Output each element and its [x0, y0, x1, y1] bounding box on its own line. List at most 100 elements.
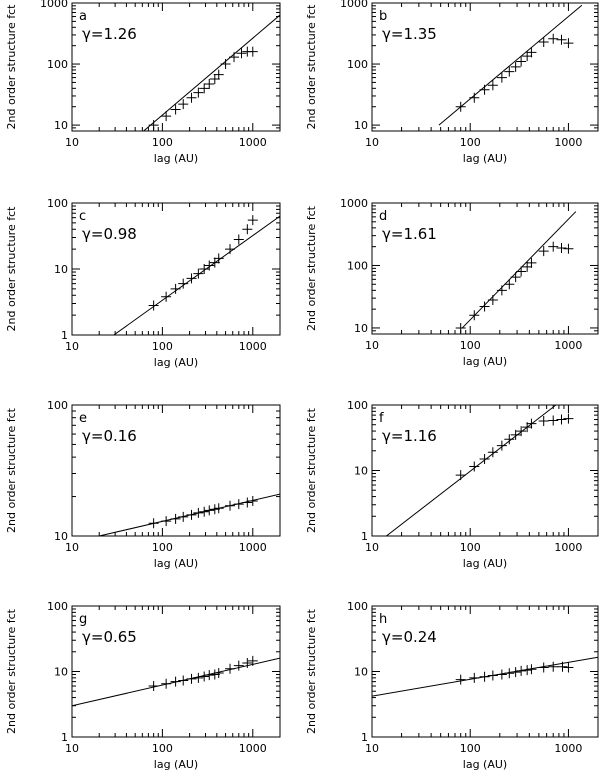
data-point — [510, 429, 521, 440]
x-axis-title: lag (AU) — [154, 557, 198, 570]
data-point — [516, 56, 527, 67]
data-point — [526, 257, 537, 268]
x-tick-label: 10 — [65, 340, 79, 353]
data-point — [563, 38, 574, 49]
x-tick-label: 10 — [365, 339, 379, 352]
fit-line — [143, 14, 280, 131]
data-point — [504, 66, 515, 77]
y-tick-label: 10 — [354, 119, 368, 132]
y-tick-label: 1 — [61, 731, 68, 744]
x-axis-ticks — [71, 3, 281, 131]
y-tick-label: 10 — [54, 666, 68, 679]
data-points — [455, 241, 574, 333]
data-point — [455, 322, 466, 333]
panel-letter: c — [79, 209, 86, 224]
x-axis-ticks — [371, 606, 599, 737]
x-tick-label: 100 — [460, 136, 481, 149]
panel-letter: d — [379, 209, 387, 224]
data-point — [213, 667, 224, 678]
data-point — [161, 678, 172, 689]
x-tick-label: 10 — [65, 541, 79, 554]
y-axis-title: 2nd order structure fct — [305, 205, 318, 331]
panel-b: 10 100 1000 10 100 1000 lag (AU) 2nd order stru… — [305, 0, 599, 165]
y-tick-label: 100 — [47, 58, 68, 71]
data-point — [469, 92, 480, 103]
data-point — [186, 673, 197, 684]
data-point — [199, 671, 210, 682]
fit-line — [113, 215, 280, 335]
data-point — [233, 660, 244, 671]
data-point — [209, 669, 220, 680]
y-tick-label: 10 — [54, 119, 68, 132]
x-tick-label: 100 — [152, 136, 173, 149]
data-point — [170, 676, 181, 687]
data-point — [199, 83, 210, 94]
y-tick-label: 1000 — [340, 197, 368, 210]
plot-frame — [371, 2, 599, 132]
data-point — [186, 509, 197, 520]
data-point — [247, 496, 258, 507]
data-point — [247, 46, 258, 57]
y-axis-ticks — [72, 404, 280, 537]
panel-d: 10 100 1000 10 100 1000 lag (AU) 2nd order stru… — [305, 197, 599, 368]
data-point — [538, 415, 549, 426]
gamma-annotation: γ=0.24 — [382, 628, 437, 646]
data-point — [455, 470, 466, 481]
y-axis-ticks — [372, 2, 598, 132]
data-point — [233, 499, 244, 510]
data-point — [496, 669, 507, 680]
plot-frame — [371, 404, 599, 537]
x-axis-title: lag (AU) — [463, 355, 507, 368]
x-tick-label: 10 — [65, 742, 79, 755]
data-point — [487, 670, 498, 681]
x-tick-label: 1000 — [239, 742, 267, 755]
data-point — [242, 497, 253, 508]
gamma-annotation: γ=1.16 — [382, 427, 437, 445]
plot-frame — [371, 202, 599, 335]
data-points — [148, 46, 258, 131]
data-point — [148, 518, 159, 529]
data-point — [220, 59, 231, 70]
x-tick-label: 1000 — [554, 742, 582, 755]
y-tick-label: 1 — [361, 530, 368, 543]
x-axis-title: lag (AU) — [463, 152, 507, 165]
y-axis-ticks — [372, 404, 598, 537]
data-point — [247, 215, 258, 226]
data-point — [209, 73, 220, 84]
x-tick-label: 100 — [152, 340, 173, 353]
data-point — [563, 243, 574, 254]
data-point — [148, 681, 159, 692]
plot-frame — [71, 404, 281, 537]
data-point — [204, 260, 215, 271]
panel-letter: e — [79, 411, 87, 426]
x-axis-title: lag (AU) — [154, 758, 198, 771]
plot-frame — [371, 605, 599, 738]
data-point — [178, 278, 189, 289]
gamma-annotation: γ=1.35 — [382, 25, 437, 43]
y-axis-title: 2nd order structure fct — [5, 206, 18, 332]
data-point — [209, 257, 220, 268]
y-axis-title: 2nd order structure fct — [305, 608, 318, 734]
data-point — [186, 273, 197, 284]
data-point — [193, 507, 204, 518]
data-point — [193, 87, 204, 98]
data-point — [236, 48, 247, 59]
data-point — [204, 670, 215, 681]
data-point — [487, 80, 498, 91]
data-point — [510, 272, 521, 283]
x-axis-ticks — [71, 606, 281, 737]
x-axis-ticks — [371, 203, 599, 334]
y-tick-label: 10 — [354, 322, 368, 335]
x-tick-label: 1000 — [554, 339, 582, 352]
data-point — [186, 92, 197, 103]
x-axis-title: lag (AU) — [154, 152, 198, 165]
data-point — [522, 665, 533, 676]
data-point — [496, 72, 507, 83]
data-point — [504, 668, 515, 679]
data-point — [556, 414, 567, 425]
data-point — [469, 461, 480, 472]
x-tick-label: 100 — [460, 742, 481, 755]
data-point — [516, 665, 527, 676]
